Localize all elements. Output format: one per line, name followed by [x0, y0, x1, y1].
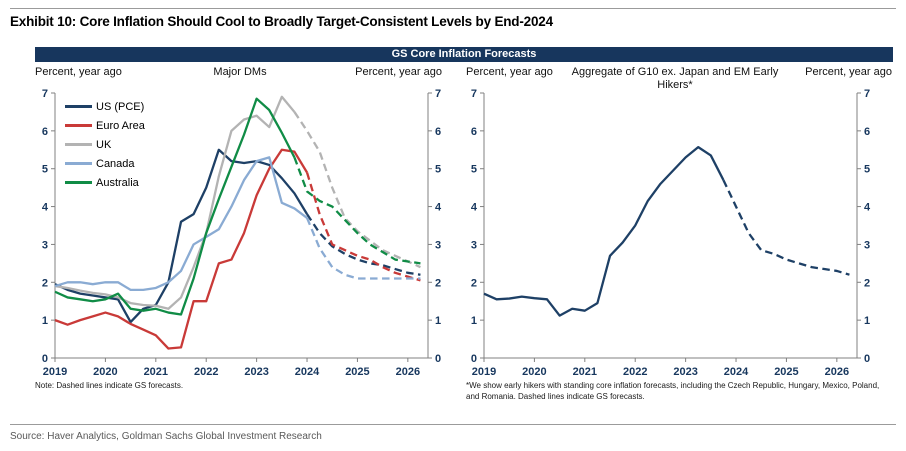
svg-text:5: 5	[471, 164, 477, 176]
svg-text:5: 5	[864, 164, 870, 176]
svg-text:7: 7	[471, 88, 477, 100]
legend-label: US (PCE)	[96, 100, 145, 113]
top-divider	[10, 8, 896, 9]
svg-text:2025: 2025	[345, 366, 369, 378]
svg-text:2026: 2026	[396, 366, 420, 378]
chart-footnote: *We show early hikers with standing core…	[466, 381, 880, 401]
y-axis-label-right: Percent, year ago	[355, 66, 442, 78]
panel-header: Percent, year ago Aggregate of G10 ex. J…	[455, 64, 895, 91]
legend-item: Euro Area	[65, 116, 145, 135]
legend-item: Canada	[65, 154, 145, 173]
legend-swatch	[65, 181, 92, 184]
panel-header: Percent, year ago Major DMs Percent, yea…	[35, 64, 445, 88]
svg-text:2: 2	[435, 277, 441, 289]
svg-text:5: 5	[42, 164, 48, 176]
svg-text:3: 3	[42, 239, 48, 251]
legend-item: Australia	[65, 173, 145, 192]
svg-text:6: 6	[471, 126, 477, 138]
svg-text:7: 7	[435, 88, 441, 100]
svg-text:0: 0	[42, 353, 48, 365]
exhibit-title: Exhibit 10: Core Inflation Should Cool t…	[10, 14, 553, 29]
svg-text:1: 1	[471, 315, 477, 327]
svg-text:2019: 2019	[472, 366, 496, 378]
svg-text:2021: 2021	[573, 366, 597, 378]
chart-panel-major-dms: Percent, year ago Major DMs Percent, yea…	[35, 64, 445, 392]
svg-text:2: 2	[471, 277, 477, 289]
svg-text:7: 7	[864, 88, 870, 100]
legend-item: US (PCE)	[65, 97, 145, 116]
line-chart-major-dms: 0 0 1 1 2 2 3 3 4 4 5 5 6 6 7 7 2019 2020 2021 2022 2023 2024…	[42, 88, 442, 378]
svg-text:6: 6	[42, 126, 48, 138]
svg-text:2: 2	[864, 277, 870, 289]
svg-text:0: 0	[435, 353, 441, 365]
svg-text:7: 7	[42, 88, 48, 100]
chart-note: Note: Dashed lines indicate GS forecasts…	[35, 381, 184, 390]
svg-text:2021: 2021	[144, 366, 168, 378]
svg-text:2: 2	[42, 277, 48, 289]
svg-text:2025: 2025	[774, 366, 798, 378]
svg-text:0: 0	[864, 353, 870, 365]
legend-swatch	[65, 162, 92, 165]
svg-text:2023: 2023	[244, 366, 268, 378]
legend-swatch	[65, 105, 92, 108]
chart-title: Major DMs	[213, 66, 267, 78]
banner: GS Core Inflation Forecasts	[35, 47, 893, 62]
svg-text:4: 4	[864, 202, 871, 214]
svg-text:1: 1	[435, 315, 441, 327]
line-chart-g10-aggregate: 0 0 1 1 2 2 3 3 4 4 5 5 6 6 7 7 2019 2020 2021 2022 2023 2024…	[471, 88, 871, 378]
svg-text:4: 4	[42, 202, 49, 214]
svg-text:0: 0	[471, 353, 477, 365]
svg-text:3: 3	[435, 239, 441, 251]
y-axis-label-right: Percent, year ago	[805, 66, 892, 78]
legend-label: Euro Area	[96, 119, 145, 132]
svg-text:6: 6	[435, 126, 441, 138]
banner-title: GS Core Inflation Forecasts	[391, 48, 537, 60]
svg-text:1: 1	[864, 315, 870, 327]
svg-text:2026: 2026	[825, 366, 849, 378]
bottom-divider	[10, 424, 896, 425]
svg-text:2024: 2024	[724, 366, 749, 378]
svg-text:2020: 2020	[522, 366, 546, 378]
svg-text:2022: 2022	[623, 366, 647, 378]
svg-text:2023: 2023	[673, 366, 697, 378]
chart-title: Aggregate of G10 ex. Japan and EM Early …	[571, 66, 779, 91]
chart-panel-g10-aggregate: Percent, year ago Aggregate of G10 ex. J…	[455, 64, 895, 402]
legend-item: UK	[65, 135, 145, 154]
svg-text:3: 3	[471, 239, 477, 251]
svg-text:1: 1	[42, 315, 48, 327]
svg-text:2022: 2022	[194, 366, 218, 378]
legend-swatch	[65, 124, 92, 127]
y-axis-label-left: Percent, year ago	[35, 66, 122, 78]
legend-label: Australia	[96, 176, 139, 189]
svg-text:2020: 2020	[93, 366, 117, 378]
svg-text:5: 5	[435, 164, 441, 176]
source-text: Source: Haver Analytics, Goldman Sachs G…	[10, 431, 322, 442]
legend-swatch	[65, 143, 92, 146]
svg-text:2024: 2024	[295, 366, 320, 378]
y-axis-label-left: Percent, year ago	[466, 66, 553, 78]
svg-text:6: 6	[864, 126, 870, 138]
legend-label: Canada	[96, 157, 135, 170]
svg-text:2019: 2019	[43, 366, 67, 378]
legend-label: UK	[96, 138, 112, 151]
svg-text:3: 3	[864, 239, 870, 251]
svg-text:4: 4	[471, 202, 478, 214]
legend: US (PCE) Euro Area UK Canada Australia	[65, 97, 145, 192]
svg-text:4: 4	[435, 202, 442, 214]
